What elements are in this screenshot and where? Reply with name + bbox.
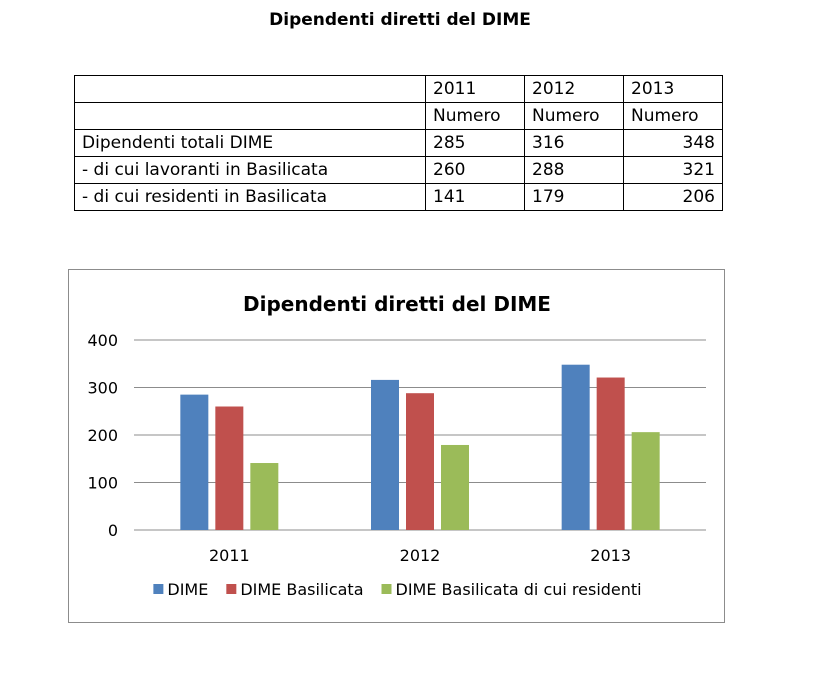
table-row-label: - di cui residenti in Basilicata xyxy=(74,183,426,211)
bar xyxy=(596,377,625,530)
table-unit-header: Numero xyxy=(524,102,624,130)
table-corner-cell xyxy=(74,75,426,103)
bar xyxy=(561,364,590,530)
table-year-header: 2012 xyxy=(524,75,624,103)
table-row: - di cui lavoranti in Basilicata 260 288… xyxy=(74,156,723,184)
table-cell: 288 xyxy=(524,156,624,184)
legend-swatch xyxy=(381,584,392,594)
y-tick-label: 200 xyxy=(87,426,118,445)
y-tick-label: 400 xyxy=(87,331,118,350)
chart-bars: 2011 2012 2013 xyxy=(180,364,660,565)
table-row: Dipendenti totali DIME 285 316 348 xyxy=(74,129,723,157)
bar xyxy=(180,394,209,530)
chart-canvas: Dipendenti diretti del DIME 0 100 200 300 40… xyxy=(87,292,706,599)
bar xyxy=(441,444,469,530)
table-year-header: 2013 xyxy=(623,75,723,103)
bar-chart: Dipendenti diretti del DIME 0 100 200 300 40… xyxy=(68,269,725,623)
legend-label: DIME xyxy=(167,580,208,599)
bar xyxy=(371,379,399,530)
y-tick-label: 0 xyxy=(108,521,118,540)
legend-label: DIME Basilicata xyxy=(240,580,363,599)
table-cell: 206 xyxy=(623,183,723,211)
table-cell: 316 xyxy=(524,129,624,157)
table-cell: 348 xyxy=(623,129,723,157)
table-header-row: 2011 2012 2013 xyxy=(74,75,723,103)
chart-legend: DIME DIME Basilicata DIME Basilicata di cu… xyxy=(153,580,642,599)
y-tick-label: 100 xyxy=(87,474,118,493)
legend-swatch xyxy=(153,584,164,594)
table-unit-row: Numero Numero Numero xyxy=(74,102,723,130)
table-row-label: Dipendenti totali DIME xyxy=(74,129,426,157)
table-cell: 141 xyxy=(425,183,525,211)
table-cell: 260 xyxy=(425,156,525,184)
table-cell: 179 xyxy=(524,183,624,211)
data-table: 2011 2012 2013 Numero Numero Numero Dipe… xyxy=(74,75,723,211)
x-tick-label: 2013 xyxy=(590,546,631,565)
table-cell: 321 xyxy=(623,156,723,184)
table-cell: 285 xyxy=(425,129,525,157)
chart-title: Dipendenti diretti del DIME xyxy=(243,292,551,316)
legend-label: DIME Basilicata di cui residenti xyxy=(396,580,642,599)
table-empty-cell xyxy=(74,102,426,130)
legend-swatch xyxy=(226,584,237,594)
y-tick-label: 300 xyxy=(87,379,118,398)
table-year-header: 2011 xyxy=(425,75,525,103)
table-unit-header: Numero xyxy=(425,102,525,130)
table-unit-header: Numero xyxy=(623,102,723,130)
table-row-label: - di cui lavoranti in Basilicata xyxy=(74,156,426,184)
x-tick-label: 2011 xyxy=(209,546,250,565)
table-row: - di cui residenti in Basilicata 141 179… xyxy=(74,183,723,211)
page-title: Dipendenti diretti del DIME xyxy=(269,10,531,30)
bar xyxy=(406,393,434,530)
bar xyxy=(215,406,244,530)
bar xyxy=(250,463,279,530)
bar xyxy=(631,432,660,530)
x-tick-label: 2012 xyxy=(400,546,441,565)
